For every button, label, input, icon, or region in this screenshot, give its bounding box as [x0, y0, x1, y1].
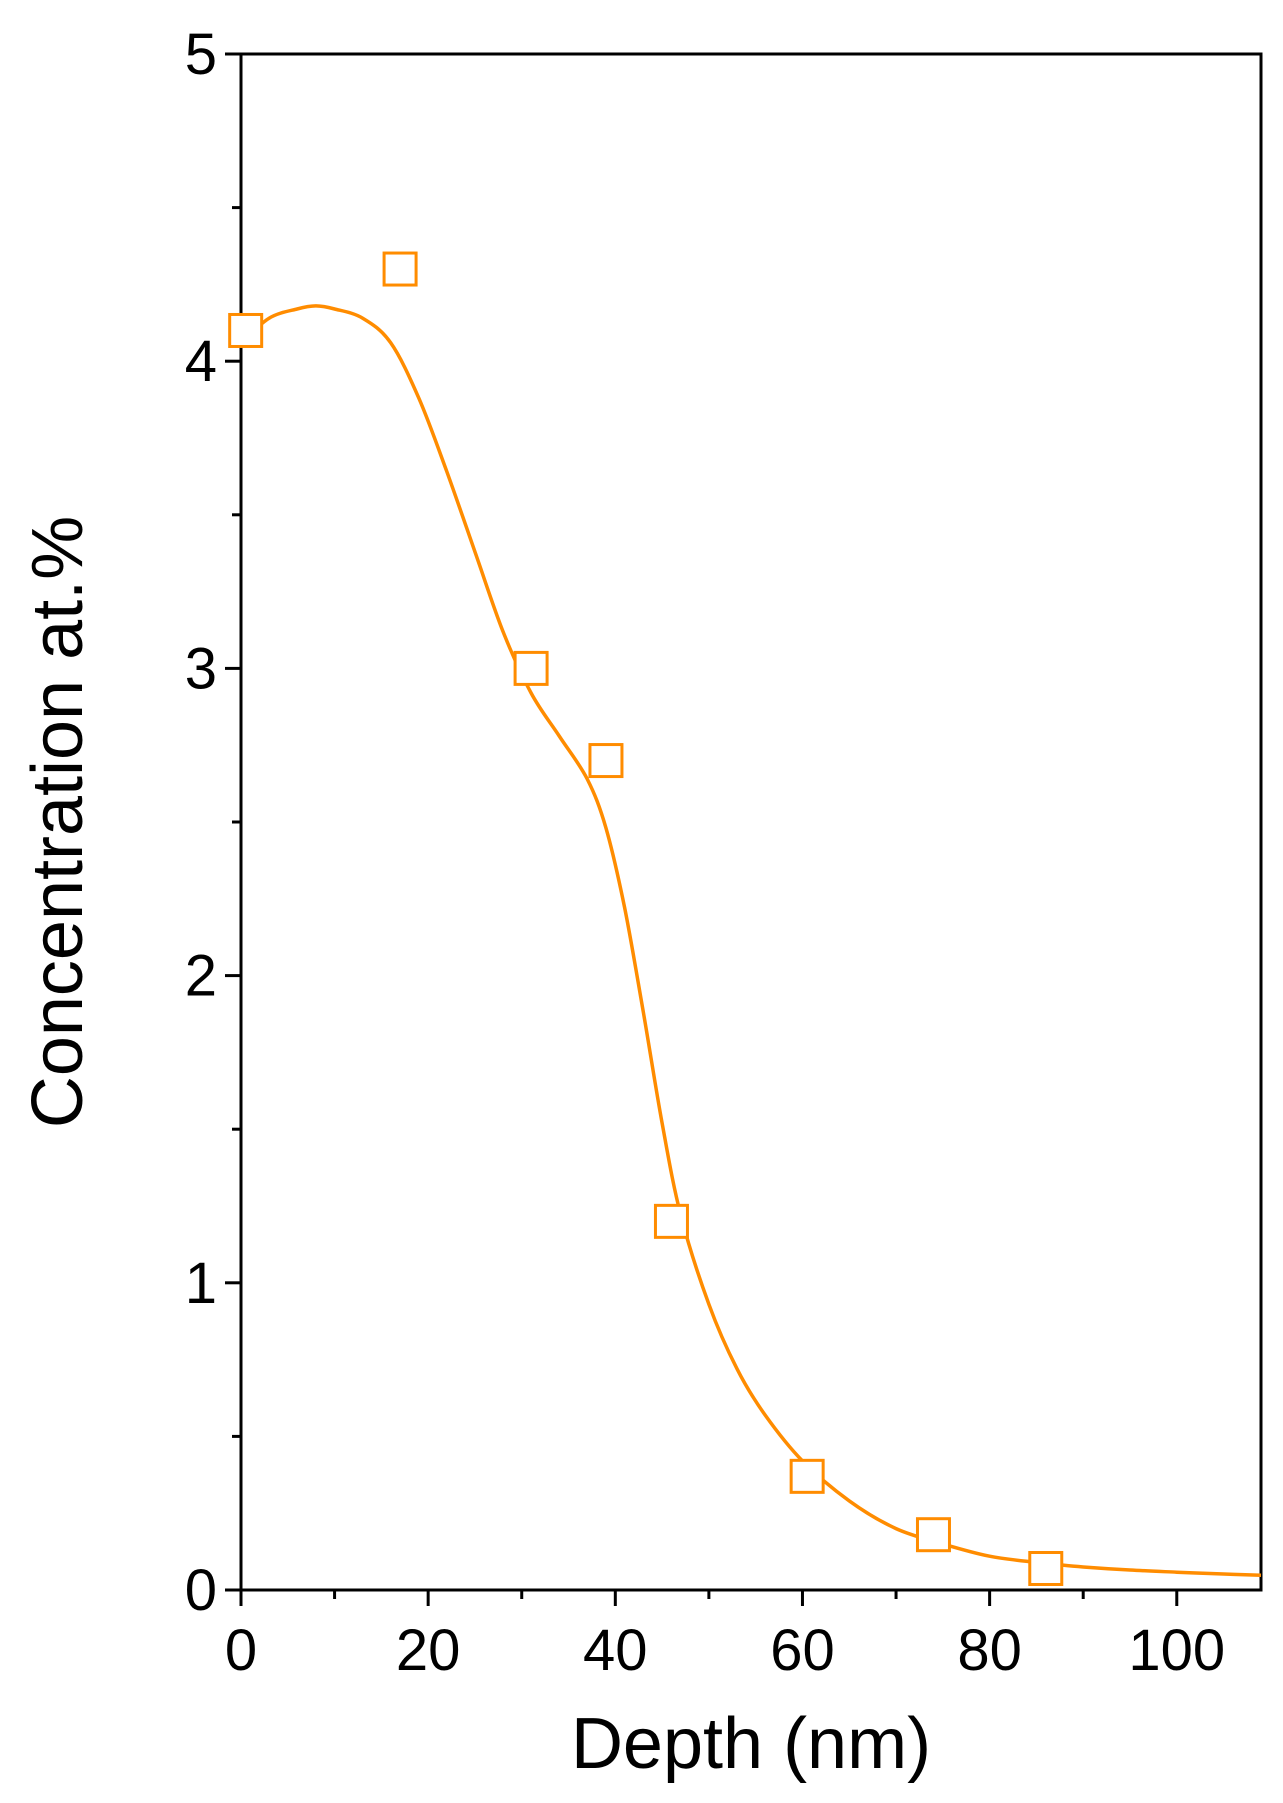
- y-axis-title: Concentration at.%: [18, 516, 98, 1128]
- x-axis-ticks: 0 20 40 60 80 100: [225, 1590, 1225, 1683]
- x-axis-title: Depth (nm): [571, 1704, 931, 1784]
- fit-line-layer: [239, 304, 1262, 1578]
- x-tick-label: 20: [396, 1618, 461, 1683]
- data-point-marker: [1028, 1550, 1064, 1586]
- y-tick-label: 2: [185, 944, 217, 1009]
- data-point-marker: [228, 312, 264, 348]
- data-point-marker: [513, 650, 549, 686]
- y-tick-label: 0: [185, 1558, 217, 1623]
- y-tick-label: 3: [185, 636, 217, 701]
- data-point-marker: [915, 1517, 951, 1553]
- data-point-marker: [588, 743, 624, 779]
- x-tick-label: 60: [770, 1618, 835, 1683]
- data-point-marker: [382, 251, 418, 287]
- x-tick-label: 0: [225, 1618, 257, 1683]
- marker-layer: [228, 251, 1064, 1586]
- y-tick-label: 5: [185, 22, 217, 87]
- x-tick-label: 80: [957, 1618, 1022, 1683]
- data-point-marker: [653, 1203, 689, 1239]
- y-tick-label: 1: [185, 1251, 217, 1316]
- data-point-marker: [789, 1458, 825, 1494]
- x-tick-label: 40: [583, 1618, 648, 1683]
- x-tick-label: 100: [1128, 1618, 1225, 1683]
- fit-curve: [239, 304, 1262, 1578]
- y-axis-ticks: 0 1 2 3 4 5: [185, 22, 241, 1623]
- y-tick-label: 4: [185, 329, 217, 394]
